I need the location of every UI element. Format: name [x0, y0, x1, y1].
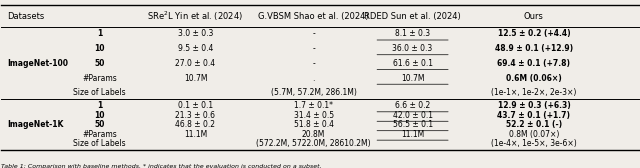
Text: ImageNet-100: ImageNet-100 [7, 59, 68, 68]
Text: #Params: #Params [83, 74, 117, 83]
Text: 51.8 ± 0.4: 51.8 ± 0.4 [294, 120, 333, 129]
Text: 3.0 ± 0.3: 3.0 ± 0.3 [178, 29, 213, 38]
Text: 10: 10 [95, 111, 105, 120]
Text: Table 1: Comparison with baseline methods. * indicates that the evaluation is co: Table 1: Comparison with baseline method… [1, 164, 321, 168]
Text: (1e-1×, 1e-2×, 2e-3×): (1e-1×, 1e-2×, 2e-3×) [492, 88, 577, 97]
Text: 11.1M: 11.1M [184, 130, 207, 139]
Text: Ours: Ours [524, 12, 544, 21]
Text: 1: 1 [97, 29, 102, 38]
Text: -: - [312, 59, 315, 68]
Text: Datasets: Datasets [7, 12, 44, 21]
Text: 27.0 ± 0.4: 27.0 ± 0.4 [175, 59, 216, 68]
Text: 48.9 ± 0.1 (+12.9): 48.9 ± 0.1 (+12.9) [495, 44, 573, 53]
Text: 20.8M: 20.8M [302, 130, 325, 139]
Text: #Params: #Params [83, 130, 117, 139]
Text: 50: 50 [95, 59, 105, 68]
Text: G.VBSM Shao et al. (2024): G.VBSM Shao et al. (2024) [259, 12, 369, 21]
Text: (1e-4×, 1e-5×, 3e-6×): (1e-4×, 1e-5×, 3e-6×) [491, 139, 577, 148]
Text: 12.5 ± 0.2 (+4.4): 12.5 ± 0.2 (+4.4) [498, 29, 570, 38]
Text: 0.1 ± 0.1: 0.1 ± 0.1 [178, 101, 213, 110]
Text: 12.9 ± 0.3 (+6.3): 12.9 ± 0.3 (+6.3) [497, 101, 570, 110]
Text: 1: 1 [97, 101, 102, 110]
Text: 10: 10 [95, 44, 105, 53]
Text: -: - [312, 44, 315, 53]
Text: 0.8M (0.07×): 0.8M (0.07×) [509, 130, 559, 139]
Text: 9.5 ± 0.4: 9.5 ± 0.4 [178, 44, 213, 53]
Text: 0.6M (0.06×): 0.6M (0.06×) [506, 74, 562, 83]
Text: RDED Sun et al. (2024): RDED Sun et al. (2024) [364, 12, 461, 21]
Text: 61.6 ± 0.1: 61.6 ± 0.1 [392, 59, 433, 68]
Text: (5.7M, 57.2M, 286.1M): (5.7M, 57.2M, 286.1M) [271, 88, 356, 97]
Text: (572.2M, 5722.0M, 28610.2M): (572.2M, 5722.0M, 28610.2M) [256, 139, 371, 148]
Text: 69.4 ± 0.1 (+7.8): 69.4 ± 0.1 (+7.8) [497, 59, 570, 68]
Text: 46.8 ± 0.2: 46.8 ± 0.2 [175, 120, 216, 129]
Text: 50: 50 [95, 120, 105, 129]
Text: 1.7 ± 0.1*: 1.7 ± 0.1* [294, 101, 333, 110]
Text: 8.1 ± 0.3: 8.1 ± 0.3 [395, 29, 430, 38]
Text: ImageNet-1K: ImageNet-1K [7, 120, 63, 129]
Text: 56.5 ± 0.1: 56.5 ± 0.1 [392, 120, 433, 129]
Text: 10.7M: 10.7M [401, 74, 424, 83]
Text: 31.4 ± 0.5: 31.4 ± 0.5 [294, 111, 333, 120]
Text: 6.6 ± 0.2: 6.6 ± 0.2 [395, 101, 430, 110]
Text: 21.3 ± 0.6: 21.3 ± 0.6 [175, 111, 216, 120]
Text: Size of Labels: Size of Labels [74, 139, 126, 148]
Text: Size of Labels: Size of Labels [74, 88, 126, 97]
Text: 10.7M: 10.7M [184, 74, 207, 83]
Text: 42.0 ± 0.1: 42.0 ± 0.1 [392, 111, 433, 120]
Text: 36.0 ± 0.3: 36.0 ± 0.3 [392, 44, 433, 53]
Text: -: - [312, 29, 315, 38]
Text: .: . [312, 74, 315, 83]
Text: SRe$^2$L Yin et al. (2024): SRe$^2$L Yin et al. (2024) [147, 9, 244, 23]
Text: 43.7 ± 0.1 (+1.7): 43.7 ± 0.1 (+1.7) [497, 111, 570, 120]
Text: 52.2 ± 0.1 (-): 52.2 ± 0.1 (-) [506, 120, 562, 129]
Text: 11.1M: 11.1M [401, 130, 424, 139]
